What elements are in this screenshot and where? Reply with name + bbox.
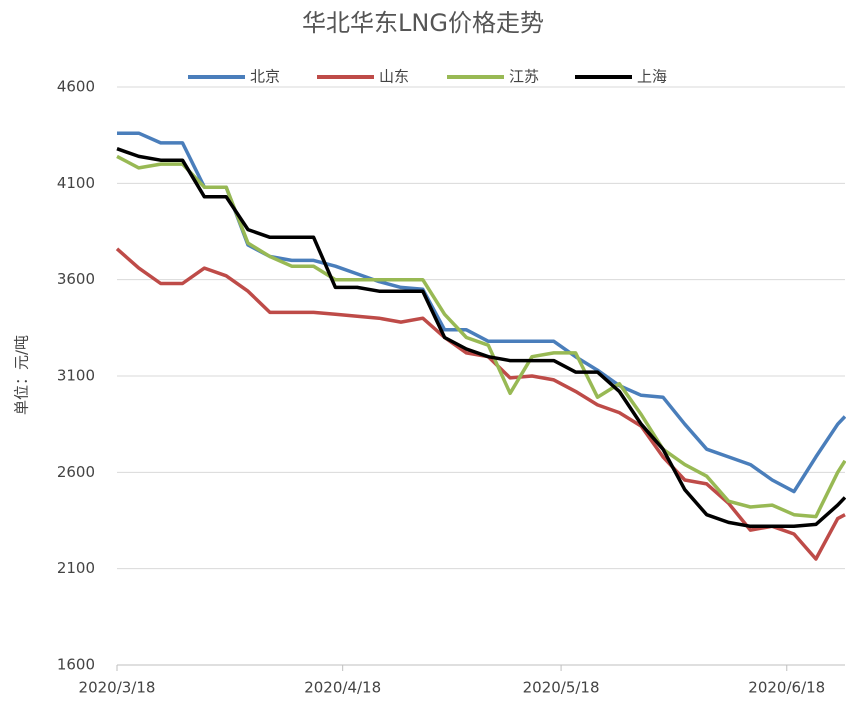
chart-title: 华北华东LNG价格走势 (302, 9, 544, 37)
y-tick-label: 4100 (57, 174, 95, 192)
y-tick-label: 2100 (57, 559, 95, 577)
x-tick-label: 2020/5/18 (523, 679, 600, 697)
x-tick-label: 2020/6/18 (748, 679, 825, 697)
legend-label: 上海 (637, 68, 667, 86)
y-tick-label: 2600 (57, 463, 95, 481)
series-line (116, 147, 846, 529)
series-line (115, 247, 846, 561)
y-tick-label: 3100 (57, 367, 95, 385)
legend-label: 江苏 (509, 68, 539, 86)
legend-label: 山东 (379, 68, 409, 86)
y-tick-label: 4600 (57, 78, 95, 96)
legend-label: 北京 (250, 68, 280, 86)
y-axis-label: 单位：元/吨 (13, 335, 31, 415)
y-tick-label: 1600 (57, 656, 95, 674)
x-tick-label: 2020/3/18 (79, 679, 156, 697)
series-line (116, 154, 846, 519)
x-tick-label: 2020/4/18 (304, 679, 381, 697)
y-tick-label: 3600 (57, 270, 95, 288)
